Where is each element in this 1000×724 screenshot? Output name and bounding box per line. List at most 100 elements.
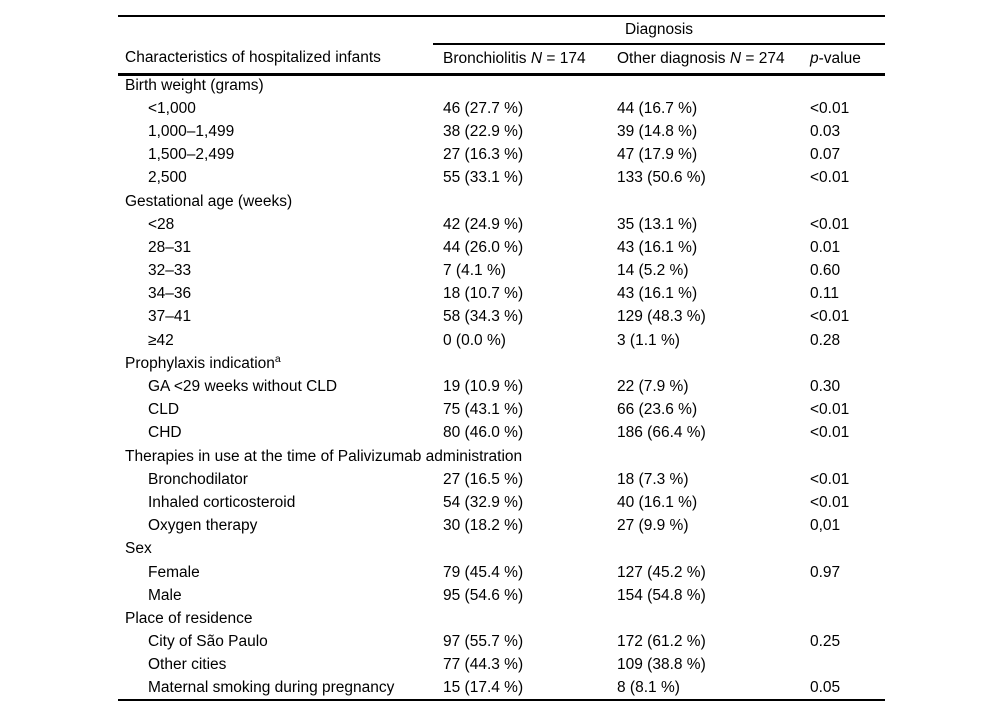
p-value-cell: <0.01 <box>810 99 850 117</box>
data-row: ≥42 0 (0.0 %) 3 (1.1 %) 0.28 <box>118 329 885 352</box>
row-label-cell: Sex <box>125 540 152 558</box>
p-value-cell: <0.01 <box>810 169 850 187</box>
column-header-bronchiolitis: Bronchiolitis N = 174 <box>433 44 607 76</box>
row-label-cell: Bronchodilator <box>148 470 248 488</box>
p-value-cell <box>800 445 885 468</box>
data-row: <28 42 (24.9 %) 35 (13.1 %) <0.01 <box>118 213 885 236</box>
characteristics-header-label: Characteristics of hospitalized infants <box>125 49 381 67</box>
row-label-cell: Maternal smoking during pregnancy <box>148 678 395 696</box>
row-label-cell: ≥42 <box>148 331 174 349</box>
p-value-cell: 0.60 <box>810 262 841 280</box>
bronchiolitis-value-cell: 42 (24.9 %) <box>443 215 524 233</box>
row-label-cell: 2,500 <box>148 169 187 187</box>
other-diagnosis-value-cell: 43 (16.1 %) <box>617 238 698 256</box>
bronchiolitis-value-cell: 54 (32.9 %) <box>443 493 524 511</box>
spanner-label: Diagnosis <box>624 21 694 38</box>
other-diagnosis-value-cell <box>607 607 800 630</box>
bronchiolitis-value-cell: 30 (18.2 %) <box>443 517 524 535</box>
row-label-cell: <1,000 <box>148 99 196 117</box>
other-diagnosis-value-cell: 127 (45.2 %) <box>617 563 706 581</box>
bronchiolitis-header-text: Bronchiolitis <box>443 49 531 67</box>
data-row: CHD 80 (46.0 %) 186 (66.4 %) <0.01 <box>118 422 885 445</box>
p-value-cell: 0.28 <box>810 331 841 349</box>
bronchiolitis-value-cell <box>433 190 607 213</box>
p-value-cell: <0.01 <box>810 308 850 326</box>
bronchiolitis-value-cell: 18 (10.7 %) <box>443 285 524 303</box>
row-label-cell: 32–33 <box>148 262 192 280</box>
other-diagnosis-value-cell: 18 (7.3 %) <box>617 470 689 488</box>
p-value-cell: 0.01 <box>810 238 841 256</box>
other-diagnosis-n-count: = 274 <box>741 49 785 67</box>
row-label-cell: CHD <box>148 424 182 442</box>
other-diagnosis-value-cell: 133 (50.6 %) <box>617 169 706 187</box>
other-diagnosis-value-cell: 109 (38.8 %) <box>617 656 706 674</box>
bronchiolitis-value-cell: 7 (4.1 %) <box>443 262 506 280</box>
diagnosis-spanner-cell: Diagnosis <box>433 16 885 45</box>
characteristics-table: Diagnosis Characteristics of hospitalize… <box>118 15 885 702</box>
p-value-cell: 0.07 <box>810 146 841 164</box>
bronchiolitis-value-cell: 44 (26.0 %) <box>443 238 524 256</box>
other-diagnosis-value-cell: 44 (16.7 %) <box>617 99 698 117</box>
p-value-header-text: -value <box>818 49 861 67</box>
p-value-cell: <0.01 <box>810 215 850 233</box>
bronchiolitis-value-cell: 77 (44.3 %) <box>443 656 524 674</box>
data-row: GA <29 weeks without CLD 19 (10.9 %) 22 (7… <box>118 375 885 398</box>
row-label-cell: Prophylaxis indicationa <box>125 352 281 372</box>
data-row: <1,000 46 (27.7 %) 44 (16.7 %) <0.01 <box>118 97 885 120</box>
p-value-cell: <0.01 <box>810 493 850 511</box>
p-value-cell: 0.25 <box>810 633 841 651</box>
other-diagnosis-value-cell <box>607 445 800 468</box>
other-diagnosis-n-symbol: N <box>729 49 742 67</box>
data-row: Bronchodilator 27 (16.5 %) 18 (7.3 %) <0.01 <box>118 468 885 491</box>
data-row: 1,500–2,499 27 (16.3 %) 47 (17.9 %) 0.07 <box>118 144 885 167</box>
other-diagnosis-value-cell: 3 (1.1 %) <box>617 331 680 349</box>
column-header-row: Characteristics of hospitalized infants … <box>118 44 885 76</box>
data-row: Maternal smoking during pregnancy 15 (17.… <box>118 677 885 700</box>
row-label-cell: Gestational age (weeks) <box>125 192 293 210</box>
bronchiolitis-value-cell: 80 (46.0 %) <box>443 424 524 442</box>
other-diagnosis-value-cell: 47 (17.9 %) <box>617 146 698 164</box>
other-diagnosis-value-cell: 172 (61.2 %) <box>617 633 706 651</box>
row-label-cell: Male <box>148 586 182 604</box>
bronchiolitis-value-cell <box>433 352 607 375</box>
bronchiolitis-value-cell: 0 (0.0 %) <box>443 331 506 349</box>
p-value-cell: <0.01 <box>810 470 850 488</box>
bronchiolitis-value-cell: 15 (17.4 %) <box>443 678 524 696</box>
row-label-cell: 1,500–2,499 <box>148 146 235 164</box>
other-diagnosis-value-cell: 27 (9.9 %) <box>617 517 689 535</box>
bronchiolitis-n-count: = 174 <box>542 49 586 67</box>
other-diagnosis-header-text: Other diagnosis <box>617 49 730 67</box>
other-diagnosis-value-cell: 186 (66.4 %) <box>617 424 706 442</box>
other-diagnosis-value-cell: 66 (23.6 %) <box>617 401 698 419</box>
p-value-cell: 0.05 <box>810 678 841 696</box>
bronchiolitis-value-cell: 19 (10.9 %) <box>443 378 524 396</box>
bronchiolitis-value-cell <box>433 607 607 630</box>
other-diagnosis-value-cell <box>607 190 800 213</box>
row-label-cell: Therapies in use at the time of Palivizu… <box>125 447 523 465</box>
bronchiolitis-value-cell: 75 (43.1 %) <box>443 401 524 419</box>
data-row: CLD 75 (43.1 %) 66 (23.6 %) <0.01 <box>118 399 885 422</box>
section-row: Place of residence <box>118 607 885 630</box>
row-label-cell: GA <29 weeks without CLD <box>148 378 338 396</box>
row-label-cell: City of São Paulo <box>148 633 268 651</box>
bronchiolitis-value-cell: 38 (22.9 %) <box>443 122 524 140</box>
row-label-cell: Oxygen therapy <box>148 517 258 535</box>
p-value-cell: <0.01 <box>810 401 850 419</box>
p-value-cell: <0.01 <box>810 424 850 442</box>
p-value-cell: 0.30 <box>810 378 841 396</box>
row-label-cell: <28 <box>148 215 175 233</box>
bronchiolitis-value-cell <box>433 74 607 97</box>
row-label-cell: 1,000–1,499 <box>148 122 235 140</box>
other-diagnosis-value-cell: 35 (13.1 %) <box>617 215 698 233</box>
spanner-empty-cell <box>118 16 433 44</box>
p-value-cell: 0,01 <box>810 517 841 535</box>
other-diagnosis-value-cell: 39 (14.8 %) <box>617 122 698 140</box>
data-row: 32–33 7 (4.1 %) 14 (5.2 %) 0.60 <box>118 260 885 283</box>
section-row: Sex <box>118 538 885 561</box>
p-value-cell <box>800 190 885 213</box>
data-row: 34–36 18 (10.7 %) 43 (16.1 %) 0.11 <box>118 283 885 306</box>
data-row: Other cities 77 (44.3 %) 109 (38.8 %) <box>118 654 885 677</box>
data-row: Male 95 (54.6 %) 154 (54.8 %) <box>118 584 885 607</box>
row-label-cell: 34–36 <box>148 285 192 303</box>
p-symbol: p <box>810 49 819 67</box>
